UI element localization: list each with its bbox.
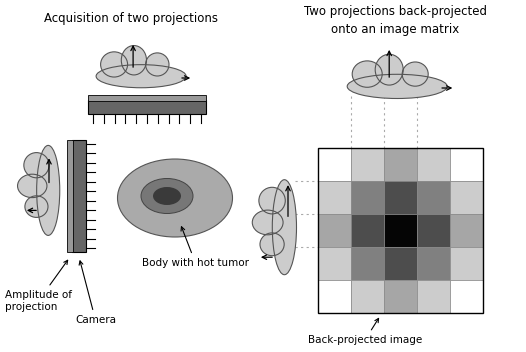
Ellipse shape: [352, 61, 382, 87]
Bar: [384, 148, 417, 181]
Bar: [351, 214, 384, 247]
Bar: [384, 247, 417, 280]
Bar: [450, 247, 483, 280]
Bar: [318, 181, 351, 214]
Bar: [318, 280, 351, 313]
Text: Two projections back-projected
onto an image matrix: Two projections back-projected onto an i…: [304, 5, 487, 36]
Ellipse shape: [117, 159, 232, 237]
Text: Camera: Camera: [75, 261, 116, 325]
Ellipse shape: [25, 196, 48, 218]
Bar: [450, 181, 483, 214]
Ellipse shape: [146, 53, 169, 76]
Bar: [450, 148, 483, 181]
Text: Amplitude of
projection: Amplitude of projection: [5, 260, 72, 312]
Ellipse shape: [17, 174, 47, 197]
Ellipse shape: [272, 180, 297, 275]
Bar: [417, 280, 450, 313]
Bar: [351, 247, 384, 280]
Bar: [417, 148, 450, 181]
Bar: [351, 280, 384, 313]
Ellipse shape: [37, 145, 60, 235]
Bar: [72, 140, 86, 252]
Bar: [318, 148, 483, 313]
Ellipse shape: [375, 54, 403, 85]
Bar: [318, 247, 351, 280]
Bar: [417, 181, 450, 214]
Ellipse shape: [252, 210, 283, 235]
Ellipse shape: [260, 233, 284, 256]
Ellipse shape: [96, 65, 186, 88]
Bar: [318, 214, 351, 247]
Bar: [417, 214, 450, 247]
Bar: [384, 181, 417, 214]
Bar: [450, 214, 483, 247]
Ellipse shape: [122, 45, 147, 75]
Ellipse shape: [100, 52, 128, 77]
Ellipse shape: [153, 187, 181, 205]
Text: Back-projected image: Back-projected image: [308, 319, 422, 345]
Bar: [88, 100, 206, 114]
Bar: [384, 280, 417, 313]
Ellipse shape: [141, 178, 193, 214]
Bar: [450, 280, 483, 313]
Ellipse shape: [347, 74, 447, 99]
Bar: [351, 181, 384, 214]
Bar: [384, 214, 417, 247]
Ellipse shape: [24, 153, 49, 178]
Bar: [417, 247, 450, 280]
Bar: [351, 148, 384, 181]
Ellipse shape: [402, 62, 428, 86]
Bar: [318, 148, 351, 181]
Bar: [67, 140, 73, 252]
Ellipse shape: [259, 187, 285, 214]
Text: Acquisition of two projections: Acquisition of two projections: [44, 12, 218, 25]
Bar: [88, 95, 206, 101]
Text: Body with hot tumor: Body with hot tumor: [142, 227, 249, 268]
